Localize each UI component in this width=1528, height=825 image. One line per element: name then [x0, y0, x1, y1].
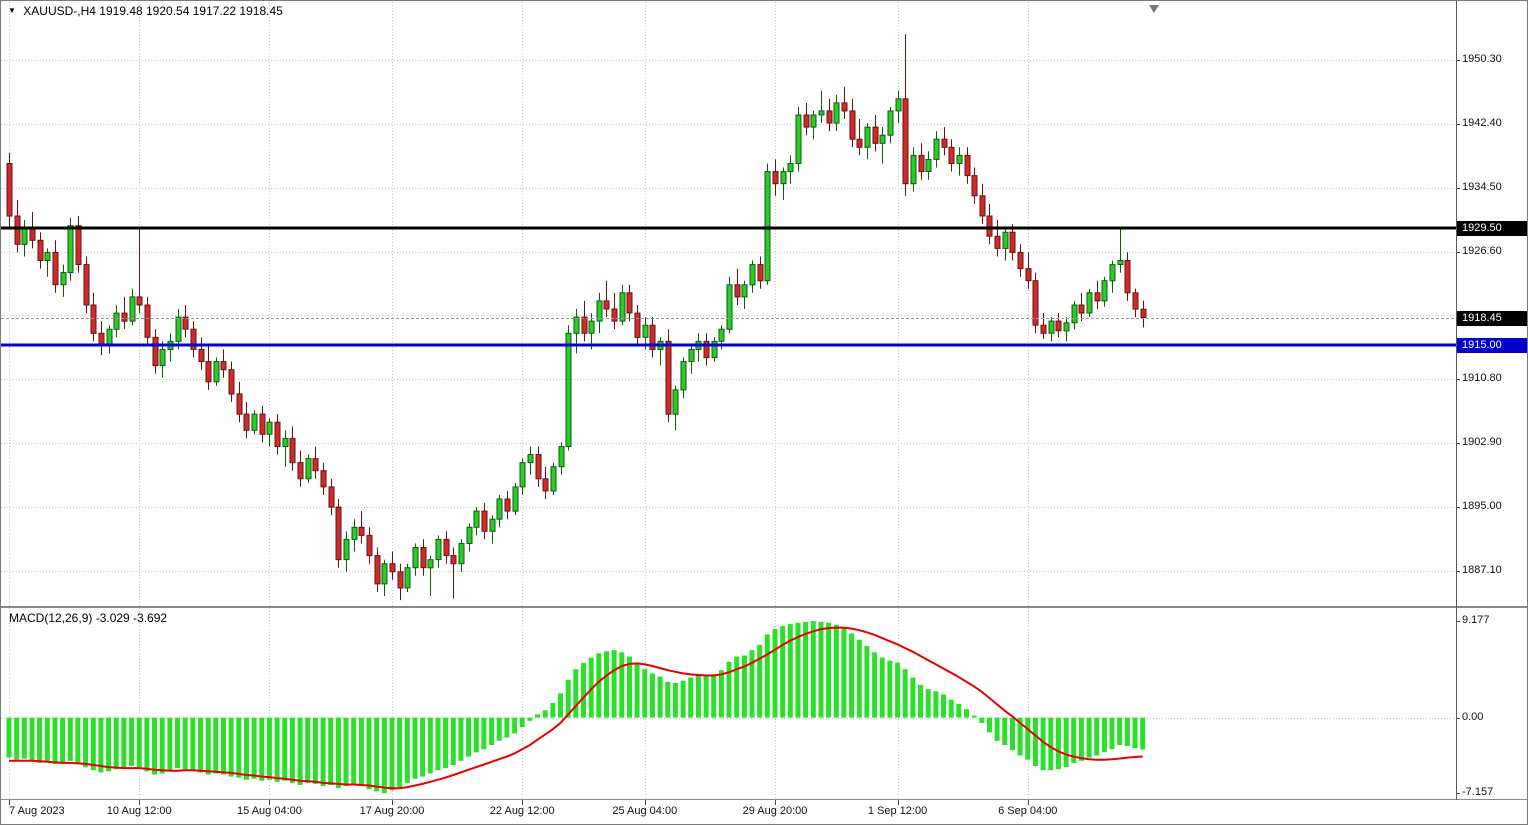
macd-histogram [6, 621, 1146, 793]
panel-separator-bottom [1, 799, 1527, 800]
price-axis-border [1456, 1, 1457, 800]
panel-separator[interactable] [1, 606, 1527, 608]
candles-layer [6, 34, 1147, 601]
grid-lines [1, 2, 1456, 798]
ohlc-values: 1919.48 1920.54 1917.22 1918.45 [99, 4, 283, 18]
macd-indicator-label: MACD(12,26,9) -3.029 -3.692 [9, 611, 168, 625]
dropdown-arrow-icon[interactable]: ▼ [8, 6, 16, 15]
chart-shift-end-marker [1149, 5, 1159, 13]
symbol-period: XAUUSD-,H4 [23, 4, 96, 18]
symbol-ohlc-label: ▼ XAUUSD-,H4 1919.48 1920.54 1917.22 191… [8, 4, 283, 18]
macd-signal-line [9, 626, 1143, 790]
